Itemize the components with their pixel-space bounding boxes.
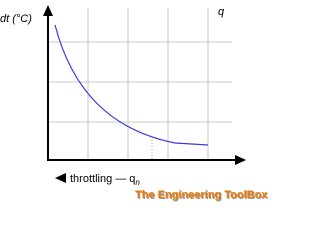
x-arrow xyxy=(235,155,246,165)
annotation-text: throttling — q xyxy=(70,173,135,185)
y-axis-label: dt (°C) xyxy=(0,13,32,25)
diagram: dt (°C) q throttling — qn The Engineerin… xyxy=(0,5,269,202)
x-axis-label: q xyxy=(218,6,225,18)
watermark: The Engineering ToolBox xyxy=(135,189,268,201)
curve xyxy=(54,24,209,146)
y-arrow xyxy=(43,5,53,16)
annotation: throttling — qn xyxy=(70,173,140,187)
grid xyxy=(48,8,232,160)
annotation-subscript: n xyxy=(135,178,140,187)
watermark-shadow: The Engineering ToolBox xyxy=(136,190,269,202)
left-arrow xyxy=(55,173,66,183)
